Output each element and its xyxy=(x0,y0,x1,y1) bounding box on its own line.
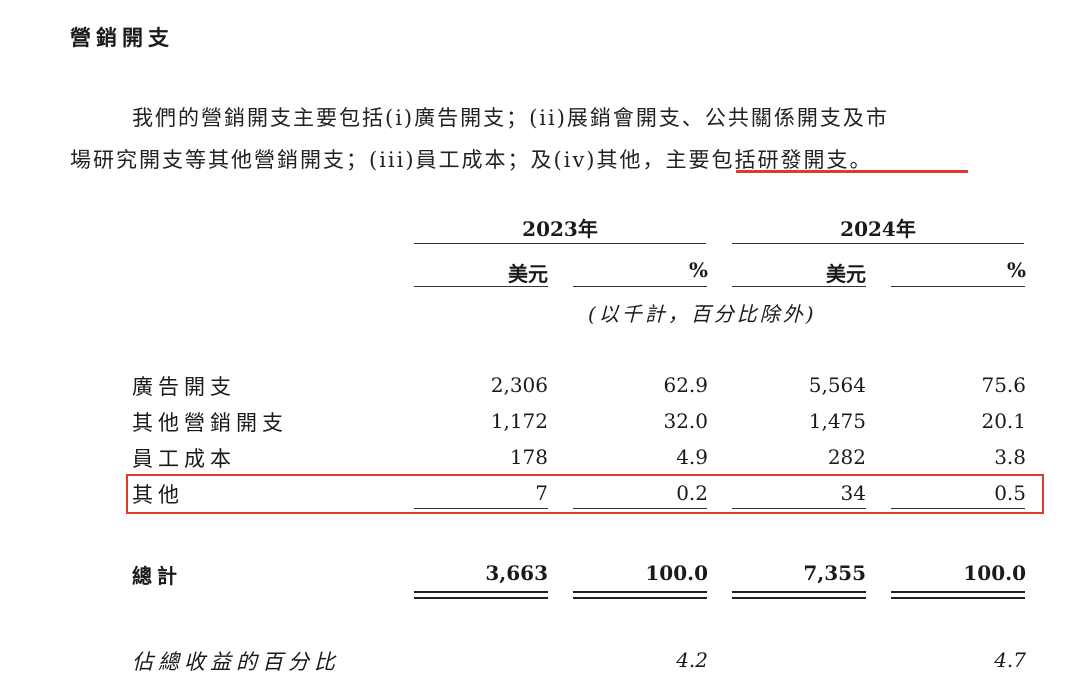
total-value: 100.0 xyxy=(963,561,1026,585)
col-header-usd-2024: 美元 xyxy=(826,262,866,286)
section-heading: 營銷開支 xyxy=(70,26,174,50)
cell-value: 32.0 xyxy=(663,409,708,433)
divider xyxy=(573,286,707,287)
cell-value: 1,475 xyxy=(808,409,866,433)
red-underline-annotation xyxy=(736,170,968,173)
cell-value: 20.1 xyxy=(981,409,1026,433)
year-header-2024: 2024年 xyxy=(840,217,916,241)
double-underline xyxy=(414,597,548,599)
cell-value: 62.9 xyxy=(663,373,708,397)
year-header-2023: 2023年 xyxy=(522,217,598,241)
cell-value: 34 xyxy=(840,481,866,505)
double-underline xyxy=(891,597,1025,599)
divider xyxy=(891,286,1025,287)
double-underline xyxy=(732,591,866,593)
row-label-revenue-pct: 佔總收益的百分比 xyxy=(132,650,340,674)
divider xyxy=(732,286,866,287)
cell-value: 7 xyxy=(535,481,548,505)
paragraph-line-1: 我們的營銷開支主要包括(i)廣告開支；(ii)展銷會開支、公共關係開支及市 xyxy=(132,106,889,130)
total-value: 7,355 xyxy=(803,561,866,585)
cell-value: 4.9 xyxy=(676,445,708,469)
col-header-pct-2024: % xyxy=(1006,258,1026,282)
row-label-others: 其他 xyxy=(132,483,184,507)
double-underline xyxy=(732,597,866,599)
row-label-total: 總計 xyxy=(132,564,182,588)
double-underline xyxy=(891,591,1025,593)
total-value: 100.0 xyxy=(645,561,708,585)
cell-value: 75.6 xyxy=(981,373,1026,397)
divider xyxy=(573,508,707,509)
cell-value: 0.5 xyxy=(994,481,1026,505)
cell-value: 2,306 xyxy=(490,373,548,397)
double-underline xyxy=(414,591,548,593)
total-value: 3,663 xyxy=(485,561,548,585)
divider xyxy=(414,508,548,509)
divider xyxy=(732,243,1024,244)
unit-note: (以千計，百分比除外) xyxy=(588,302,817,326)
paragraph-line-2: 場研究開支等其他營銷開支；(iii)員工成本；及(iv)其他，主要包括研發開支。 xyxy=(70,148,873,172)
revenue-pct-value: 4.7 xyxy=(994,648,1026,672)
revenue-pct-value: 4.2 xyxy=(676,648,708,672)
red-highlight-box xyxy=(126,474,1044,514)
cell-value: 282 xyxy=(827,445,866,469)
divider xyxy=(891,508,1025,509)
divider xyxy=(414,286,548,287)
col-header-pct-2023: % xyxy=(688,258,708,282)
row-label-other-marketing: 其他營銷開支 xyxy=(132,411,288,435)
row-label-advertising: 廣告開支 xyxy=(132,375,236,399)
col-header-usd-2023: 美元 xyxy=(508,262,548,286)
row-label-staff-cost: 員工成本 xyxy=(132,447,236,471)
divider xyxy=(732,508,866,509)
cell-value: 1,172 xyxy=(490,409,548,433)
cell-value: 3.8 xyxy=(994,445,1026,469)
cell-value: 5,564 xyxy=(808,373,866,397)
double-underline xyxy=(573,597,707,599)
description-paragraph: 我們的營銷開支主要包括(i)廣告開支；(ii)展銷會開支、公共關係開支及市 場研… xyxy=(70,97,1030,181)
cell-value: 178 xyxy=(509,445,548,469)
divider xyxy=(414,243,706,244)
double-underline xyxy=(573,591,707,593)
cell-value: 0.2 xyxy=(676,481,708,505)
